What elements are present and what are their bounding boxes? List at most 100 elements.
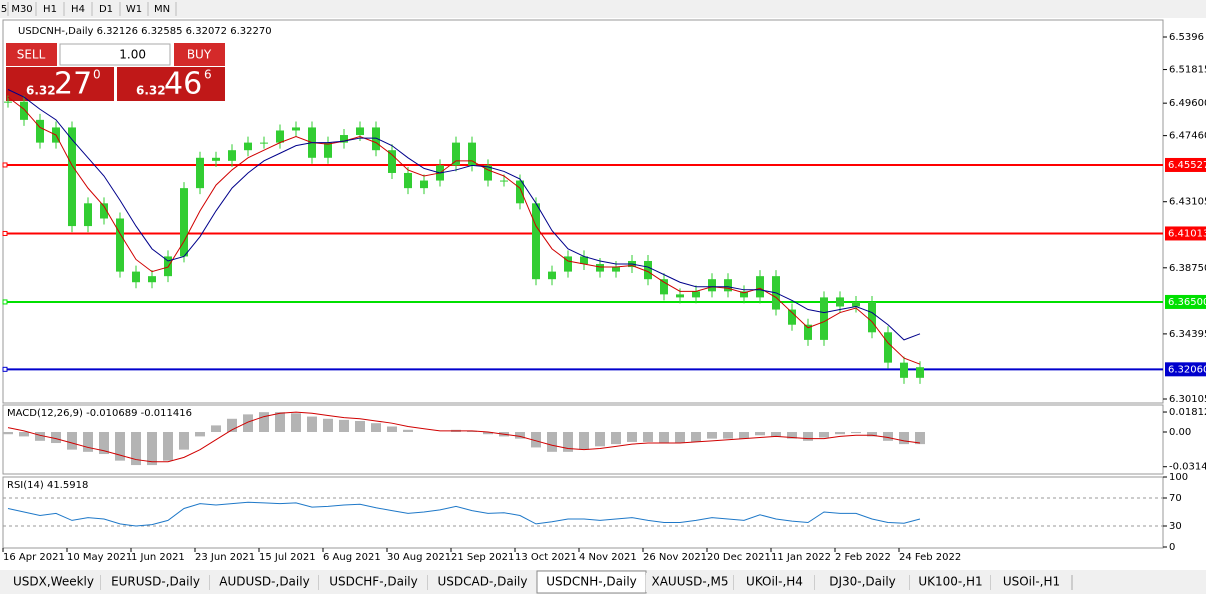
tab-label[interactable]: USDCHF-,Daily	[329, 575, 417, 589]
tab[interactable]	[815, 573, 910, 592]
candle-body	[660, 279, 668, 295]
macd-bar	[83, 432, 93, 452]
macd-bar	[627, 432, 637, 442]
candle-body	[708, 279, 716, 292]
candle-body	[340, 135, 348, 143]
macd-bar	[851, 432, 861, 434]
y-tick-label: 6.5396	[1169, 32, 1204, 43]
candle-body	[196, 157, 204, 189]
macd-bar	[867, 432, 877, 437]
tab[interactable]	[646, 573, 734, 592]
buy-label[interactable]: BUY	[187, 48, 212, 62]
macd-bar	[259, 412, 269, 433]
macd-bar	[835, 432, 845, 435]
macd-bar	[803, 432, 813, 441]
sell-label[interactable]: SELL	[17, 48, 46, 62]
level-tag	[1165, 226, 1206, 241]
ask-big: 6.32	[136, 84, 166, 98]
tab[interactable]	[991, 573, 1072, 592]
macd-bar	[899, 432, 909, 445]
rsi-title: RSI(14) 41.5918	[7, 480, 88, 491]
candle-body	[452, 142, 460, 166]
tab-label[interactable]: AUDUSD-,Daily	[219, 575, 309, 589]
candle-body	[820, 297, 828, 340]
tab[interactable]	[428, 573, 537, 592]
candle-body	[244, 142, 252, 151]
macd-bar	[211, 425, 221, 433]
candle-body	[420, 180, 428, 189]
x-tick-label: 21 Sep 2021	[451, 552, 514, 563]
ask-frac: 6	[204, 68, 212, 82]
candle-body	[276, 130, 284, 143]
macd-signal	[7, 411, 921, 463]
macd-bar	[611, 432, 621, 445]
tab-label[interactable]: USDX,Weekly	[13, 575, 94, 589]
macd-bar	[531, 432, 541, 448]
macd-bar	[323, 418, 333, 433]
level-handle	[2, 230, 8, 236]
tab-label[interactable]: DJ30-,Daily	[829, 575, 896, 589]
timeframe-button[interactable]: H1	[43, 4, 57, 15]
timeframe-button[interactable]: H4	[71, 4, 85, 15]
y-tick-label: 6.34395	[1169, 329, 1206, 340]
timeframe-button[interactable]: 5	[1, 4, 7, 15]
buy-button[interactable]	[174, 43, 225, 66]
candle-body	[756, 276, 764, 298]
volume[interactable]: 1.00	[119, 48, 146, 62]
x-tick-label: 1 Jun 2021	[131, 552, 185, 563]
chart-title: USDCNH-,Daily 6.32126 6.32585 6.32072 6.…	[18, 26, 272, 37]
tab-label[interactable]: XAUUSD-,M5	[652, 575, 729, 589]
macd-bar	[99, 432, 109, 455]
macd-bar	[595, 432, 605, 447]
macd-bar	[755, 432, 765, 436]
tab-label[interactable]: USOil-,H1	[1003, 575, 1060, 589]
timeframe-button[interactable]: MN	[154, 4, 170, 15]
timeframe-button[interactable]: D1	[99, 4, 113, 15]
x-tick-label: 23 Jun 2021	[195, 552, 255, 563]
tab[interactable]	[6, 573, 101, 592]
tab[interactable]	[910, 573, 991, 592]
tab[interactable]	[101, 573, 210, 592]
candle-body	[596, 264, 604, 272]
candle-body	[100, 203, 108, 219]
tab[interactable]	[734, 573, 815, 592]
tab-label[interactable]: UKOil-,H4	[746, 575, 803, 589]
candle-body	[372, 127, 380, 151]
tab-label[interactable]: USDCAD-,Daily	[438, 575, 528, 589]
tab-label[interactable]: UK100-,H1	[918, 575, 982, 589]
timeframe-button[interactable]: W1	[126, 4, 142, 15]
sell-button[interactable]	[6, 43, 57, 66]
timeframe-button[interactable]: M30	[11, 4, 32, 15]
candle-body	[724, 279, 732, 292]
tab[interactable]	[319, 573, 428, 592]
candle-body	[356, 127, 364, 136]
macd-bar	[883, 432, 893, 441]
candle-body	[404, 172, 412, 189]
macd-tick-label: -0.031494	[1169, 462, 1206, 473]
candle-body	[804, 324, 812, 340]
candle-body	[324, 142, 332, 158]
macd-bar	[243, 414, 253, 433]
candle-body	[292, 127, 300, 131]
tab-label[interactable]: USDCNH-,Daily	[546, 575, 637, 589]
candle-body	[388, 150, 396, 173]
macd-bar	[51, 432, 61, 444]
candle-body	[228, 150, 236, 161]
candle-body	[4, 101, 12, 103]
rsi-line	[7, 501, 921, 527]
bid-box[interactable]	[6, 67, 114, 101]
macd-bar	[179, 432, 189, 450]
macd-bar	[3, 432, 13, 435]
macd-bar	[147, 432, 157, 466]
candle-body	[516, 180, 524, 204]
candle-body	[532, 203, 540, 280]
ask-box[interactable]	[117, 67, 225, 101]
macd-bar	[195, 432, 205, 437]
candle-body	[836, 297, 844, 307]
tab-label[interactable]: EURUSD-,Daily	[111, 575, 200, 589]
tab[interactable]	[210, 573, 319, 592]
macd-bar	[515, 432, 525, 439]
macd-bar	[771, 432, 781, 437]
macd-bar	[339, 419, 349, 433]
volume-box[interactable]	[59, 43, 171, 66]
